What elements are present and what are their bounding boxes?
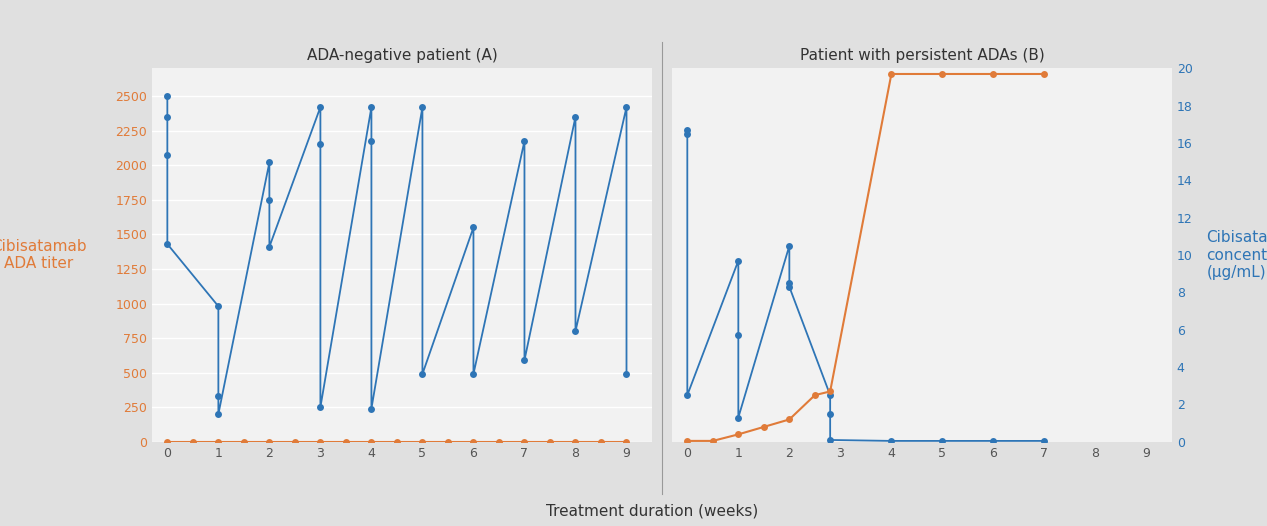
Y-axis label: Cibisatamab
concentration
(μg/mL): Cibisatamab concentration (μg/mL) <box>1206 230 1267 280</box>
Y-axis label: Cibisatamab
ADA titer: Cibisatamab ADA titer <box>0 239 86 271</box>
Title: ADA-negative patient (A): ADA-negative patient (A) <box>307 48 498 63</box>
Text: Treatment duration (weeks): Treatment duration (weeks) <box>546 503 759 519</box>
Title: Patient with persistent ADAs (B): Patient with persistent ADAs (B) <box>799 48 1044 63</box>
